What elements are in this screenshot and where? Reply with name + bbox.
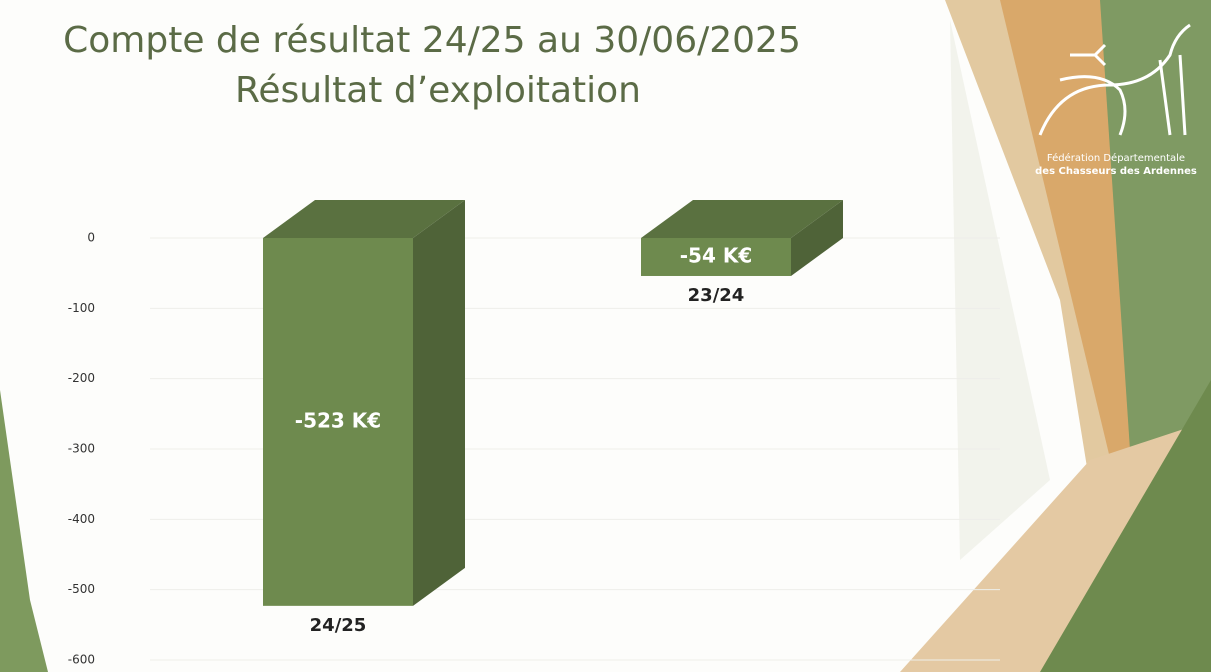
y-tick-label: -400	[68, 512, 95, 526]
logo-line: Fédération Départementale	[1047, 152, 1185, 164]
x-tick-label: 23/24	[688, 285, 745, 306]
y-tick-label: -600	[68, 653, 95, 667]
value-label: -54 K€	[680, 243, 753, 267]
bar-side	[413, 200, 465, 606]
y-tick-label: -200	[68, 371, 95, 385]
y-tick-label: -300	[68, 442, 95, 456]
slide: Fédération Départementale des Chasseurs …	[0, 0, 1211, 672]
value-label: -523 K€	[295, 408, 381, 432]
y-tick-label: -100	[68, 301, 95, 315]
chart-subtitle: Résultat d’exploitation	[235, 70, 641, 111]
y-tick-label: 0	[87, 231, 95, 245]
y-tick-label: -500	[68, 582, 95, 596]
x-tick-label: 24/25	[310, 615, 367, 636]
logo-line: des Chasseurs des Ardennes	[1035, 166, 1197, 177]
chart-title: Compte de résultat 24/25 au 30/06/2025	[63, 20, 801, 61]
